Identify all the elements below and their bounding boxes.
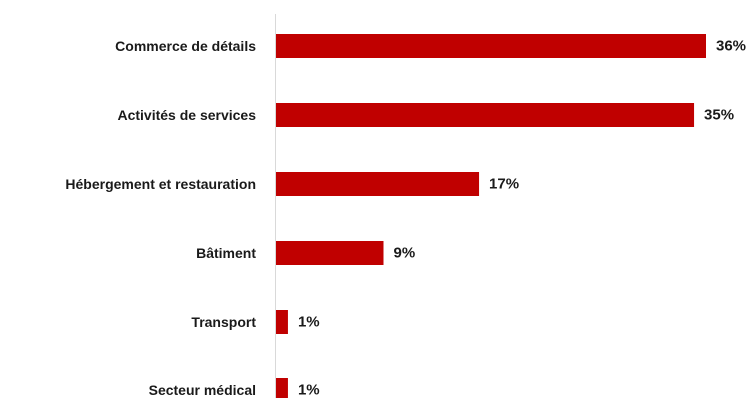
- value-label-4: 1%: [298, 314, 320, 331]
- value-label-2: 17%: [489, 176, 519, 193]
- category-label-0: Commerce de détails: [115, 38, 256, 54]
- value-label-0: 36%: [716, 38, 746, 55]
- category-labels-group: Commerce de détails Activités de services…: [65, 38, 256, 398]
- value-label-5: 1%: [298, 382, 320, 398]
- value-labels-group: 36% 35% 17% 9% 1% 1%: [298, 38, 746, 398]
- category-label-5: Secteur médical: [149, 382, 256, 398]
- category-label-2: Hébergement et restauration: [65, 176, 256, 192]
- category-label-4: Transport: [191, 314, 256, 330]
- bar-5: [276, 378, 288, 398]
- category-label-1: Activités de services: [117, 107, 256, 123]
- value-label-1: 35%: [704, 107, 734, 124]
- bar-0: [276, 34, 706, 58]
- bar-1: [276, 103, 695, 127]
- value-label-3: 9%: [394, 245, 416, 262]
- bar-2: [276, 172, 480, 196]
- bar-3: [276, 241, 384, 265]
- bar-4: [276, 310, 288, 334]
- category-label-3: Bâtiment: [196, 245, 256, 261]
- bars-group: [276, 34, 706, 398]
